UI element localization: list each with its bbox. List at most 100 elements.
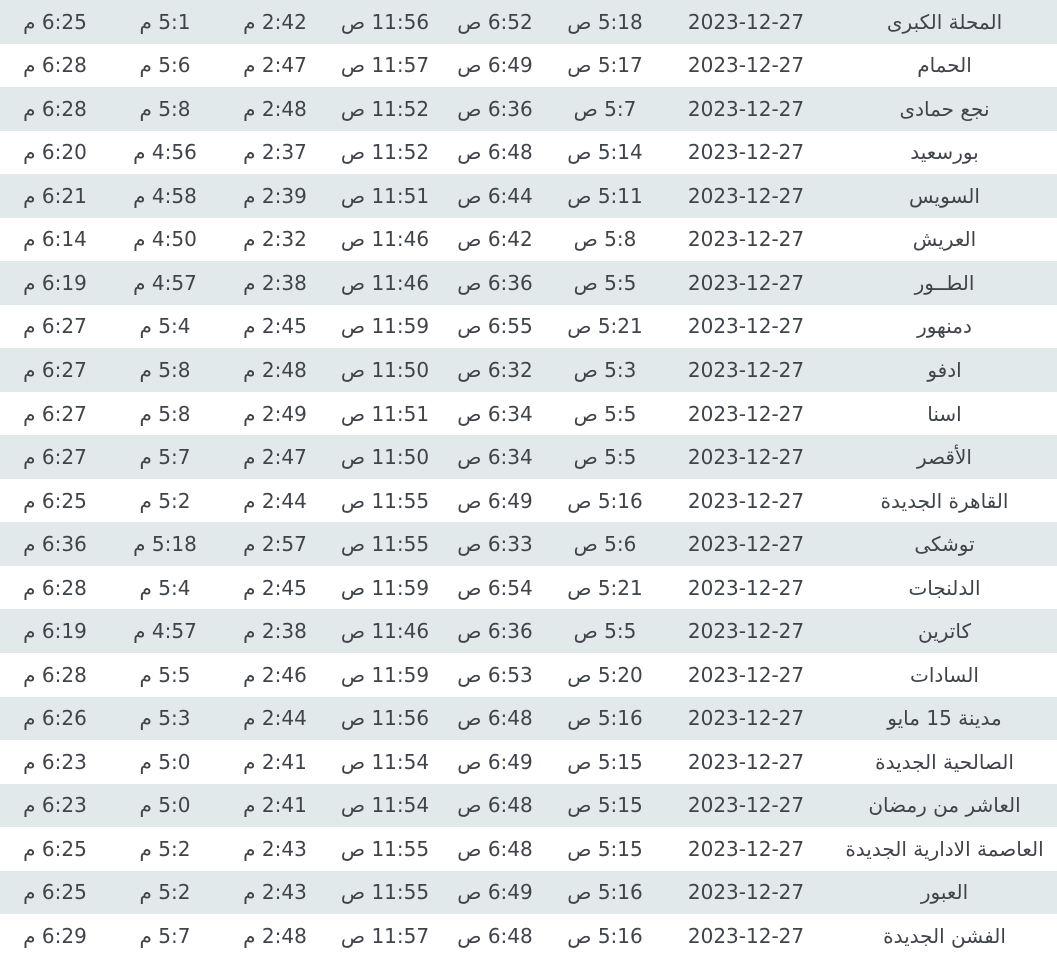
dhuhr-time-cell: 11:56 ص: [340, 706, 430, 731]
fajr-time-cell: 5:16 ص: [567, 706, 643, 731]
sunrise-time-cell: 6:33 ص: [457, 532, 533, 557]
date-cell: 2023-12-27: [687, 183, 805, 208]
fajr-time-cell: 5:6 ص: [573, 532, 637, 557]
table-row: ادفو 2023-12-27 5:3 ص 6:32 ص 11:50 ص 2:4…: [0, 348, 1057, 392]
sunrise-time-cell: 6:49 ص: [457, 53, 533, 78]
isha-time-cell: 6:27 م: [23, 401, 87, 426]
table-row: دمنهور 2023-12-27 5:21 ص 6:55 ص 11:59 ص …: [0, 304, 1057, 349]
isha-time-cell: 6:27 م: [23, 314, 87, 339]
asr-time-cell: 2:43 م: [243, 880, 307, 905]
fajr-time-cell: 5:16 ص: [567, 924, 643, 949]
isha-time-cell: 6:14 م: [23, 227, 87, 252]
dhuhr-time-cell: 11:55 ص: [340, 488, 430, 513]
table-row: السويس 2023-12-27 5:11 ص 6:44 ص 11:51 ص …: [0, 174, 1057, 218]
date-cell: 2023-12-27: [687, 575, 805, 600]
city-name-cell: الطــور: [914, 270, 975, 295]
date-cell: 2023-12-27: [687, 140, 805, 165]
dhuhr-time-cell: 11:55 ص: [340, 532, 430, 557]
fajr-time-cell: 5:17 ص: [567, 53, 643, 78]
table-row: الحمام 2023-12-27 5:17 ص 6:49 ص 11:57 ص …: [0, 43, 1057, 88]
city-name-cell: القاهرة الجديدة: [880, 488, 1009, 513]
asr-time-cell: 2:38 م: [243, 619, 307, 644]
city-name-cell: الدلنجات: [908, 575, 981, 600]
sunrise-time-cell: 6:49 ص: [457, 488, 533, 513]
sunrise-time-cell: 6:48 ص: [457, 706, 533, 731]
isha-time-cell: 6:23 م: [23, 749, 87, 774]
table-row: كاترين 2023-12-27 5:5 ص 6:36 ص 11:46 ص 2…: [0, 609, 1057, 653]
isha-time-cell: 6:25 م: [23, 488, 87, 513]
isha-time-cell: 6:28 م: [23, 53, 87, 78]
date-cell: 2023-12-27: [687, 662, 805, 687]
asr-time-cell: 2:47 م: [243, 53, 307, 78]
city-name-cell: السادات: [910, 662, 979, 687]
isha-time-cell: 6:36 م: [23, 532, 87, 557]
maghrib-time-cell: 4:56 م: [133, 140, 197, 165]
sunrise-time-cell: 6:48 ص: [457, 793, 533, 818]
city-name-cell: العريش: [912, 227, 977, 252]
sunrise-time-cell: 6:42 ص: [457, 227, 533, 252]
table-row: الدلنجات 2023-12-27 5:21 ص 6:54 ص 11:59 …: [0, 565, 1057, 610]
city-name-cell: اسنا: [927, 401, 962, 426]
fajr-time-cell: 5:14 ص: [567, 140, 643, 165]
maghrib-time-cell: 5:2 م: [139, 880, 191, 905]
date-cell: 2023-12-27: [687, 749, 805, 774]
asr-time-cell: 2:44 م: [243, 706, 307, 731]
maghrib-time-cell: 5:4 م: [139, 575, 191, 600]
asr-time-cell: 2:48 م: [243, 924, 307, 949]
sunrise-time-cell: 6:36 ص: [457, 619, 533, 644]
fajr-time-cell: 5:3 ص: [573, 358, 637, 383]
maghrib-time-cell: 5:8 م: [139, 96, 191, 121]
isha-time-cell: 6:25 م: [23, 836, 87, 861]
maghrib-time-cell: 5:18 م: [133, 532, 197, 557]
dhuhr-time-cell: 11:55 ص: [340, 836, 430, 861]
isha-time-cell: 6:26 م: [23, 706, 87, 731]
sunrise-time-cell: 6:49 ص: [457, 749, 533, 774]
isha-time-cell: 6:25 م: [23, 880, 87, 905]
date-cell: 2023-12-27: [687, 53, 805, 78]
fajr-time-cell: 5:11 ص: [567, 183, 643, 208]
isha-time-cell: 6:27 م: [23, 358, 87, 383]
asr-time-cell: 2:37 م: [243, 140, 307, 165]
asr-time-cell: 2:41 م: [243, 793, 307, 818]
date-cell: 2023-12-27: [687, 880, 805, 905]
sunrise-time-cell: 6:36 ص: [457, 270, 533, 295]
isha-time-cell: 6:21 م: [23, 183, 87, 208]
date-cell: 2023-12-27: [687, 9, 805, 34]
fajr-time-cell: 5:16 ص: [567, 880, 643, 905]
date-cell: 2023-12-27: [687, 488, 805, 513]
fajr-time-cell: 5:15 ص: [567, 836, 643, 861]
maghrib-time-cell: 5:8 م: [139, 358, 191, 383]
date-cell: 2023-12-27: [687, 793, 805, 818]
sunrise-time-cell: 6:48 ص: [457, 924, 533, 949]
city-name-cell: العاشر من رمضان: [868, 793, 1021, 818]
dhuhr-time-cell: 11:51 ص: [340, 183, 430, 208]
table-row: اسنا 2023-12-27 5:5 ص 6:34 ص 11:51 ص 2:4…: [0, 391, 1057, 436]
dhuhr-time-cell: 11:50 ص: [340, 358, 430, 383]
fajr-time-cell: 5:5 ص: [573, 270, 637, 295]
fajr-time-cell: 5:16 ص: [567, 488, 643, 513]
dhuhr-time-cell: 11:46 ص: [340, 619, 430, 644]
date-cell: 2023-12-27: [687, 924, 805, 949]
city-name-cell: دمنهور: [917, 314, 972, 339]
date-cell: 2023-12-27: [687, 836, 805, 861]
isha-time-cell: 6:28 م: [23, 575, 87, 600]
sunrise-time-cell: 6:53 ص: [457, 662, 533, 687]
fajr-time-cell: 5:15 ص: [567, 793, 643, 818]
date-cell: 2023-12-27: [687, 96, 805, 121]
asr-time-cell: 2:44 م: [243, 488, 307, 513]
maghrib-time-cell: 4:50 م: [133, 227, 197, 252]
asr-time-cell: 2:41 م: [243, 749, 307, 774]
sunrise-time-cell: 6:32 ص: [457, 358, 533, 383]
sunrise-time-cell: 6:49 ص: [457, 880, 533, 905]
isha-time-cell: 6:29 م: [23, 924, 87, 949]
dhuhr-time-cell: 11:57 ص: [340, 924, 430, 949]
city-name-cell: الفشن الجديدة: [883, 924, 1006, 949]
fajr-time-cell: 5:5 ص: [573, 445, 637, 470]
sunrise-time-cell: 6:48 ص: [457, 836, 533, 861]
fajr-time-cell: 5:5 ص: [573, 401, 637, 426]
sunrise-time-cell: 6:48 ص: [457, 140, 533, 165]
city-name-cell: الأقصر: [917, 445, 972, 470]
asr-time-cell: 2:43 م: [243, 836, 307, 861]
isha-time-cell: 6:20 م: [23, 140, 87, 165]
